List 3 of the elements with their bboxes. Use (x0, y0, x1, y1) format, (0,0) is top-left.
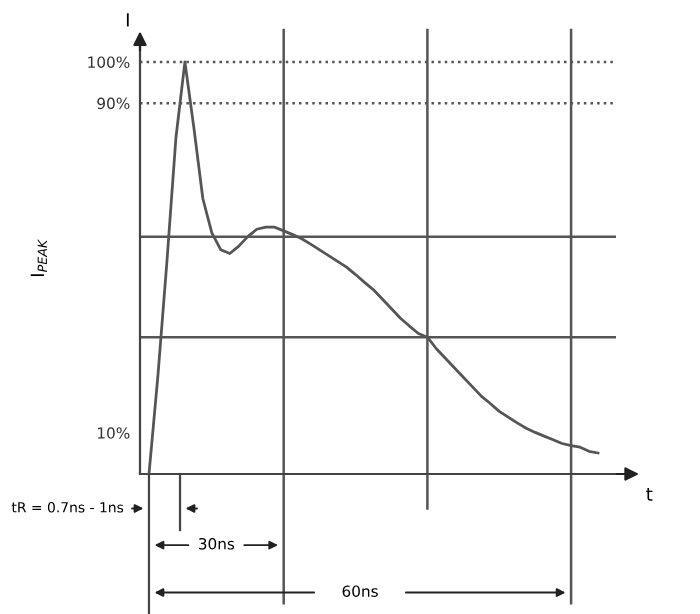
y-axis-title: I$_{PEAK}$ (30, 238, 47, 277)
text: I (126, 13, 129, 27)
x-axis-title: t (646, 487, 653, 501)
